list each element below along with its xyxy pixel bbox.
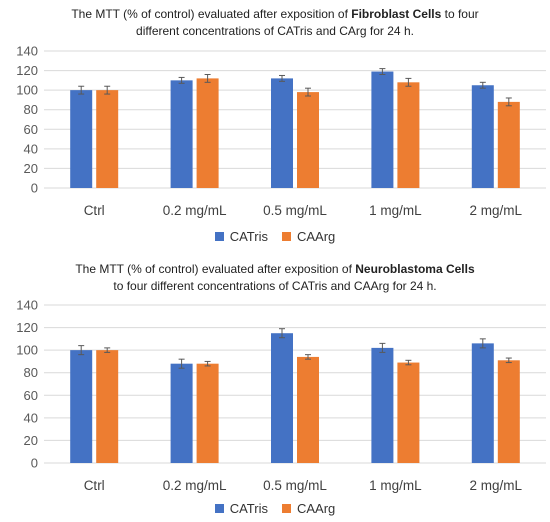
chart-title: The MTT (% of control) evaluated after e… bbox=[0, 261, 550, 295]
bar-catris bbox=[70, 90, 93, 188]
title-text: different concentrations of CATris and C… bbox=[136, 24, 414, 38]
y-tick-label: 40 bbox=[24, 410, 38, 425]
legend-swatch-catris bbox=[214, 504, 224, 513]
title-emphasis: Fibroblast Cells bbox=[351, 7, 442, 21]
y-tick-label: 60 bbox=[24, 388, 38, 403]
bar-caarg bbox=[397, 82, 420, 188]
x-tick-label: 0.2 mg/mL bbox=[163, 478, 227, 493]
bar-catris bbox=[271, 333, 293, 463]
title-emphasis: Neuroblastoma Cells bbox=[355, 262, 475, 276]
chart-plot: 0 20 40 60 80 100 120 140 Ctrl 0.2 mg/mL 0.5 mg/mL… bbox=[16, 44, 546, 218]
chart-legend: CATris CAArg bbox=[0, 501, 550, 516]
y-tick-label: 20 bbox=[24, 161, 38, 176]
y-tick-label: 80 bbox=[24, 365, 38, 380]
bar-caarg bbox=[196, 363, 219, 463]
legend-swatch-caarg bbox=[281, 504, 291, 513]
chart-title: The MTT (% of control) evaluated after e… bbox=[0, 6, 550, 40]
chart-plot: 0 20 40 60 80 100 120 140 Ctrl 0.2 mg/mL 0.5 mg/mL… bbox=[16, 298, 546, 493]
x-tick-label: 0.2 mg/mL bbox=[163, 203, 227, 218]
bar-caarg bbox=[397, 362, 420, 463]
y-tick-label: 100 bbox=[16, 83, 38, 98]
legend-swatch-caarg bbox=[281, 232, 291, 241]
bar-caarg bbox=[497, 101, 520, 188]
y-tick-label: 0 bbox=[31, 181, 38, 196]
legend-item-caarg: CAArg bbox=[281, 501, 336, 516]
y-tick-label: 120 bbox=[16, 63, 38, 78]
bar-caarg bbox=[96, 90, 119, 188]
legend-label: CAArg bbox=[296, 501, 336, 516]
x-tick-label: 0.5 mg/mL bbox=[263, 203, 327, 218]
legend-item-catris: CATris bbox=[214, 229, 268, 244]
bar-catris bbox=[70, 350, 93, 463]
y-tick-label: 120 bbox=[16, 320, 38, 335]
y-tick-label: 40 bbox=[24, 141, 38, 156]
x-tick-label: 1 mg/mL bbox=[369, 478, 422, 493]
bar-caarg bbox=[196, 78, 219, 188]
bar-catris bbox=[271, 78, 293, 188]
x-tick-label: Ctrl bbox=[84, 203, 105, 218]
legend-swatch-catris bbox=[214, 232, 224, 241]
x-tick-label: Ctrl bbox=[84, 478, 105, 493]
y-tick-label: 20 bbox=[24, 433, 38, 448]
legend-item-catris: CATris bbox=[214, 501, 268, 516]
bar-catris bbox=[170, 363, 193, 463]
fibroblast-chart: The MTT (% of control) evaluated after e… bbox=[0, 0, 550, 258]
y-tick-label: 0 bbox=[31, 456, 38, 471]
bar-catris bbox=[471, 343, 494, 463]
title-text: to four bbox=[441, 7, 479, 21]
y-tick-label: 60 bbox=[24, 122, 38, 137]
bar-catris bbox=[371, 71, 394, 188]
bar-caarg bbox=[497, 360, 520, 463]
y-tick-label: 100 bbox=[16, 343, 38, 358]
title-text: The MTT (% of control) evaluated after e… bbox=[75, 262, 356, 276]
x-tick-label: 2 mg/mL bbox=[470, 203, 523, 218]
legend-item-caarg: CAArg bbox=[281, 229, 336, 244]
bar-caarg bbox=[96, 350, 119, 463]
bar-catris bbox=[170, 80, 193, 188]
x-tick-label: 1 mg/mL bbox=[369, 203, 422, 218]
legend-label: CATris bbox=[229, 229, 268, 244]
bar-catris bbox=[471, 85, 494, 188]
bar-catris bbox=[371, 347, 394, 463]
legend-label: CATris bbox=[229, 501, 268, 516]
bar-caarg bbox=[297, 356, 319, 463]
title-text: to four different concentrations of CATr… bbox=[113, 279, 437, 293]
legend-label: CAArg bbox=[296, 229, 336, 244]
y-tick-label: 140 bbox=[16, 44, 38, 59]
y-tick-label: 80 bbox=[24, 102, 38, 117]
chart-legend: CATris CAArg bbox=[0, 229, 550, 244]
x-tick-label: 2 mg/mL bbox=[470, 478, 523, 493]
bar-caarg bbox=[297, 92, 319, 188]
neuroblastoma-chart: The MTT (% of control) evaluated after e… bbox=[0, 258, 550, 522]
title-text: The MTT (% of control) evaluated after e… bbox=[71, 7, 352, 21]
x-tick-label: 0.5 mg/mL bbox=[263, 478, 327, 493]
y-tick-label: 140 bbox=[16, 298, 38, 313]
